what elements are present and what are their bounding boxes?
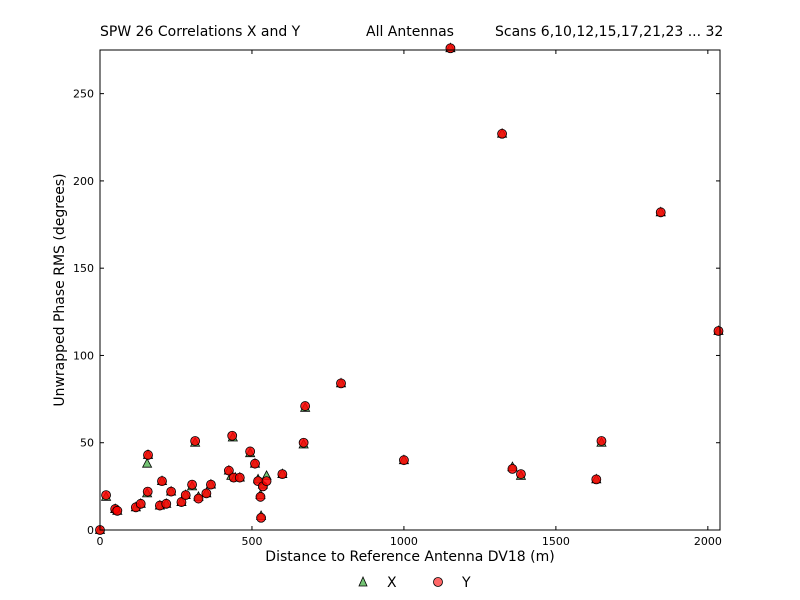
legend-marker-x [358, 576, 368, 587]
data-point-y [101, 490, 111, 500]
x-tick-label: 1000 [390, 535, 418, 548]
x-axis-label: Distance to Reference Antenna DV18 (m) [265, 549, 554, 565]
chart-header-left: SPW 26 Correlations X and Y [100, 24, 301, 40]
chart-header-center: All Antennas [366, 24, 454, 40]
data-point-y [256, 512, 266, 523]
data-point-y [336, 378, 346, 389]
data-point-y [497, 128, 507, 139]
y-tick-label: 150 [73, 262, 94, 275]
data-point-y [655, 207, 666, 218]
data-point-y [255, 491, 266, 502]
data-point-y [112, 505, 123, 516]
axis-ticks [99, 50, 720, 531]
data-points [94, 42, 724, 535]
data-point-y [187, 479, 197, 490]
data-point-y [277, 469, 288, 480]
y-tick-label: 100 [73, 349, 94, 362]
plot-frame [99, 49, 721, 531]
data-point-y [135, 498, 146, 509]
y-tick-label: 0 [87, 524, 94, 537]
data-point-y [250, 458, 260, 469]
y-axis-label: Unwrapped Phase RMS (degrees) [52, 173, 68, 406]
data-point-y [596, 436, 607, 446]
tick-labels: 0 500 1000 1500 2000 0 50 100 150 200 250 [73, 88, 722, 548]
legend-marker-y [433, 577, 443, 587]
data-point-y [176, 497, 187, 507]
legend-label-x: X [387, 575, 397, 591]
x-tick-label: 2000 [694, 535, 722, 548]
data-point-y [143, 450, 153, 460]
data-point-y [201, 488, 212, 499]
x-tick-label: 0 [97, 535, 104, 548]
data-point-y [445, 43, 456, 54]
x-tick-label: 1500 [542, 535, 570, 548]
chart-header-right: Scans 6,10,12,15,17,21,23 ... 32 [495, 24, 724, 40]
legend: X Y [358, 575, 471, 591]
data-point-y [193, 493, 204, 504]
data-point-y [166, 486, 177, 497]
data-point-y [516, 469, 526, 480]
data-point-y [157, 476, 167, 487]
data-point-y [161, 498, 172, 509]
data-point-y [245, 446, 256, 457]
data-point-x [141, 457, 153, 468]
legend-label-y: Y [461, 575, 471, 591]
data-point-y [227, 430, 238, 441]
data-point-y [591, 474, 602, 485]
x-tick-label: 500 [241, 535, 262, 548]
data-point-y [399, 455, 409, 466]
data-point-y [206, 479, 216, 490]
data-point-y [298, 437, 309, 448]
data-point-y [142, 486, 153, 497]
data-point-y [300, 401, 311, 411]
data-point-y [223, 465, 234, 476]
data-point-y [190, 436, 201, 446]
data-point-y [261, 476, 272, 487]
data-point-y [507, 464, 518, 474]
y-tick-label: 50 [80, 437, 94, 450]
data-point-y [234, 472, 245, 483]
data-point-y [180, 490, 191, 500]
y-tick-label: 250 [73, 88, 94, 101]
y-tick-label: 200 [73, 175, 94, 188]
data-point-y [713, 326, 724, 336]
